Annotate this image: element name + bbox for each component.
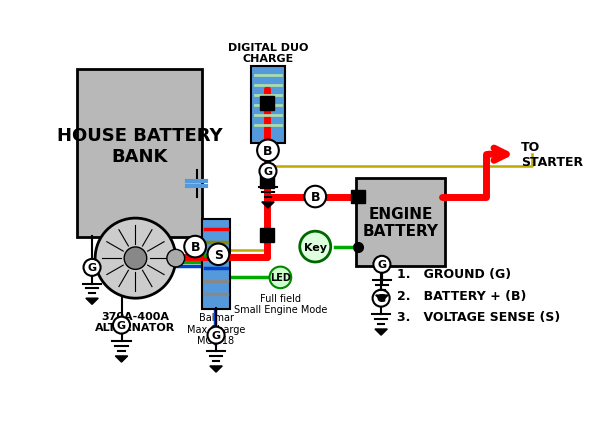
Circle shape xyxy=(95,219,176,299)
Circle shape xyxy=(124,248,147,270)
FancyBboxPatch shape xyxy=(251,67,285,144)
Circle shape xyxy=(300,232,331,262)
Text: G: G xyxy=(377,260,386,270)
Circle shape xyxy=(269,267,291,288)
Text: B: B xyxy=(190,241,200,253)
Text: TO
STARTER: TO STARTER xyxy=(521,141,583,169)
Text: 370A-400A
ALTERNATOR: 370A-400A ALTERNATOR xyxy=(95,311,176,332)
Circle shape xyxy=(208,244,229,265)
Text: ENGINE
BATTERY: ENGINE BATTERY xyxy=(362,206,439,239)
Text: G: G xyxy=(263,167,272,177)
FancyBboxPatch shape xyxy=(260,175,274,189)
Circle shape xyxy=(259,163,277,180)
Text: 2.   BATTERY + (B): 2. BATTERY + (B) xyxy=(397,289,526,302)
Text: B: B xyxy=(263,144,273,158)
Text: 1.   GROUND (G): 1. GROUND (G) xyxy=(397,268,511,280)
Circle shape xyxy=(208,327,224,344)
Polygon shape xyxy=(210,366,222,372)
Polygon shape xyxy=(262,202,274,209)
Text: B: B xyxy=(311,190,320,204)
Circle shape xyxy=(304,186,326,208)
Polygon shape xyxy=(376,295,388,302)
Circle shape xyxy=(184,236,206,258)
Circle shape xyxy=(257,140,279,162)
FancyBboxPatch shape xyxy=(77,69,202,238)
Text: G: G xyxy=(211,331,221,340)
Text: Key: Key xyxy=(304,242,327,252)
Circle shape xyxy=(373,290,389,307)
Text: LED: LED xyxy=(270,273,291,283)
Polygon shape xyxy=(375,329,388,335)
Text: Full field
Small Engine Mode: Full field Small Engine Mode xyxy=(233,293,327,315)
FancyBboxPatch shape xyxy=(260,96,274,110)
Circle shape xyxy=(373,256,391,273)
Circle shape xyxy=(113,317,130,334)
FancyBboxPatch shape xyxy=(356,178,445,266)
Text: 3.   VOLTAGE SENSE (S): 3. VOLTAGE SENSE (S) xyxy=(397,311,560,323)
Text: G: G xyxy=(377,294,386,303)
Text: Balmar
Max Charge
MC-618: Balmar Max Charge MC-618 xyxy=(187,312,245,345)
Polygon shape xyxy=(115,356,128,362)
Polygon shape xyxy=(86,299,98,305)
FancyBboxPatch shape xyxy=(202,219,230,309)
FancyBboxPatch shape xyxy=(351,190,365,204)
Circle shape xyxy=(83,259,101,276)
Text: DIGITAL DUO
CHARGE: DIGITAL DUO CHARGE xyxy=(228,43,308,64)
Text: G: G xyxy=(88,263,97,273)
FancyBboxPatch shape xyxy=(260,229,274,242)
Text: S: S xyxy=(214,248,223,261)
Text: G: G xyxy=(117,320,126,330)
Circle shape xyxy=(167,250,185,268)
Text: HOUSE BATTERY
BANK: HOUSE BATTERY BANK xyxy=(57,127,223,165)
